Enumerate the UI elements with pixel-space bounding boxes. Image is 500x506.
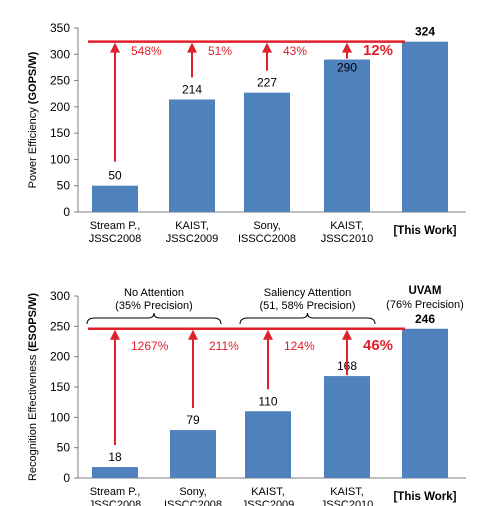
- improvement-arrow-head: [187, 42, 197, 53]
- data-label: 227: [257, 76, 277, 90]
- group-label: Saliency Attention (51, 58% Precision): [260, 287, 356, 312]
- data-label: 214: [182, 82, 202, 96]
- recognition-effectiveness-chart: 0 50 100 150 200 250 300 Recognition Effectiven…: [27, 285, 466, 506]
- bar: [402, 328, 448, 478]
- y-tick-label: 50: [57, 441, 71, 455]
- y-axis-label: Recognition Effectiveness (ESOPS/W): [27, 293, 39, 481]
- improvement-arrow-head: [262, 42, 272, 53]
- y-tick-label: 200: [50, 350, 70, 364]
- bar: [244, 92, 290, 212]
- y-tick-label: 150: [50, 126, 70, 140]
- y-tick-label: 300: [50, 289, 70, 303]
- x-tick-label: KAIST, JSSC2009: [242, 486, 295, 506]
- y-tick-label: 200: [50, 100, 70, 114]
- improvement-label: 124%: [284, 339, 315, 353]
- y-tick-label: 0: [63, 205, 70, 219]
- x-tick-label: Sony, ISSCC2008: [164, 486, 222, 506]
- data-label: 324: [415, 25, 435, 39]
- x-tick-label: KAIST, JSSC2010: [321, 486, 374, 506]
- data-label: 79: [186, 413, 200, 427]
- group-brace: [239, 312, 376, 325]
- y-tick-label: 150: [50, 380, 70, 394]
- bar: [92, 467, 138, 478]
- improvement-arrow-head: [188, 329, 198, 340]
- data-label: 110: [258, 394, 277, 408]
- data-label: 290: [337, 61, 357, 75]
- improvement-arrow-head: [263, 329, 273, 340]
- improvement-label: 51%: [208, 44, 232, 58]
- bar: [92, 185, 138, 212]
- data-label: 50: [108, 169, 122, 183]
- data-label: 18: [108, 450, 122, 464]
- this-work-title: UVAM: [408, 285, 441, 297]
- y-tick-label: 350: [50, 21, 70, 35]
- group-brace: [86, 312, 222, 325]
- x-tick-label: Stream P., JSSC2008: [89, 486, 142, 506]
- x-tick-label: KAIST, JSSC2010: [321, 220, 374, 245]
- y-tick-label: 250: [50, 74, 70, 88]
- x-tick-label: KAIST, JSSC2009: [166, 220, 219, 245]
- improvement-label: 1267%: [131, 339, 169, 353]
- y-tick-label: 100: [50, 410, 70, 424]
- bar: [170, 430, 216, 478]
- improvement-arrow-head: [110, 42, 120, 53]
- y-tick-label: 300: [50, 47, 70, 61]
- improvement-label: 12%: [363, 42, 393, 59]
- improvement-label: 548%: [131, 44, 162, 58]
- x-tick-label: [This Work]: [393, 491, 456, 503]
- improvement-label: 46%: [363, 337, 393, 354]
- y-tick-label: 50: [57, 179, 71, 193]
- improvement-arrow-head: [342, 329, 352, 340]
- power-efficiency-chart: 0 50 100 150 200 250 300 350 Power Efficiency (G…: [27, 21, 466, 245]
- this-work-subtitle: (76% Precision): [386, 299, 464, 311]
- x-tick-label: [This Work]: [393, 225, 456, 237]
- y-tick-label: 250: [50, 319, 70, 333]
- bar: [245, 411, 291, 478]
- bar: [169, 99, 215, 212]
- improvement-label: 43%: [283, 44, 307, 58]
- y-axis-label: Power Efficiency (GOPS/W): [27, 51, 39, 188]
- data-label: 246: [415, 312, 435, 326]
- group-label: No Attention (35% Precision): [115, 287, 193, 312]
- improvement-label: 211%: [209, 339, 239, 353]
- bar: [324, 376, 370, 478]
- y-tick-label: 100: [50, 152, 70, 166]
- improvement-arrow-head: [342, 42, 352, 53]
- improvement-arrow-head: [110, 329, 120, 340]
- y-tick-label: 0: [63, 471, 70, 485]
- bar: [324, 59, 370, 212]
- x-tick-label: Stream P., JSSC2008: [89, 220, 142, 245]
- x-tick-label: Sony, ISSCC2008: [238, 220, 296, 245]
- bar: [402, 41, 448, 212]
